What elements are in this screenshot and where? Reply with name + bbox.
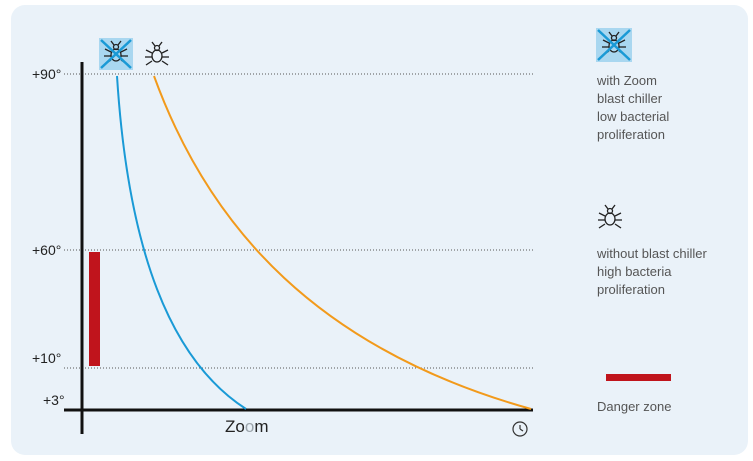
legend-without-line: proliferation [597, 282, 665, 297]
legend-bug-icon [598, 204, 622, 229]
grid-lines [64, 73, 533, 369]
series-line-without [153, 75, 532, 410]
legend-without-line: high bacteria [597, 264, 672, 279]
crossed-bug-icon [99, 38, 133, 70]
legend-zoom-line: low bacterial [597, 109, 670, 124]
legend-without-line: without blast chiller [597, 246, 707, 261]
legend-zoom-text: with Zoom blast chiller low bacterial pr… [597, 72, 669, 144]
legend-crossed-bug-icon [596, 28, 632, 62]
x-axis-label: Zoom [225, 417, 268, 436]
y-tick-10: +10° [32, 350, 61, 366]
legend-danger-text: Danger zone [597, 398, 671, 416]
legend-danger-label: Danger zone [597, 399, 672, 414]
y-tick-3: +3° [43, 392, 65, 408]
danger-zone-bar [89, 252, 100, 366]
series-line-zoom [116, 75, 247, 410]
bug-icon [145, 41, 169, 66]
y-tick-90: +90° [32, 66, 61, 82]
legend-zoom-line: with Zoom [597, 73, 657, 88]
x-label-part-3: m [254, 417, 268, 436]
legend-without-text: without blast chiller high bacteria prol… [597, 245, 707, 299]
y-tick-60: +60° [32, 242, 61, 258]
clock-icon [512, 421, 528, 437]
legend-zoom-line: blast chiller [597, 91, 663, 106]
legend-zoom-line: proliferation [597, 127, 665, 142]
x-label-part-2: o [245, 417, 254, 436]
legend-danger-swatch [606, 374, 671, 381]
x-label-part-1: Zo [225, 417, 245, 436]
